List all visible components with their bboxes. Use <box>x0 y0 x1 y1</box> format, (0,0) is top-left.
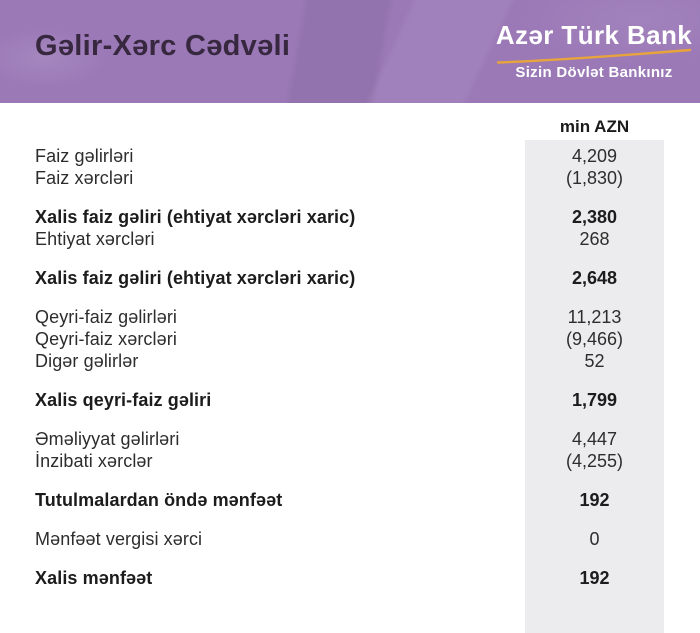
bank-logo-tagline: Sizin Dövlət Bankınız <box>515 64 673 81</box>
row-value: 2,648 <box>571 268 618 288</box>
row-value: 192 <box>579 568 610 588</box>
table-row: Xalis mənfəət 192 <box>0 567 700 589</box>
table-row: Tutulmalardan öndə mənfəət 192 <box>0 489 700 511</box>
bank-logo: Azər Türk Bank Sizin Dövlət Bankınız <box>492 20 696 81</box>
row-value: 268 <box>579 229 610 249</box>
row-label: Tutulmalardan öndə mənfəət <box>35 490 283 510</box>
row-label: Faiz gəlirləri <box>35 146 134 166</box>
table-row: Faiz gəlirləri 4,209 <box>0 145 700 167</box>
row-value: (9,466) <box>565 329 624 349</box>
table-section: Tutulmalardan öndə mənfəət 192 <box>0 489 700 511</box>
row-value: 11,213 <box>567 307 622 327</box>
row-label: Əməliyyat gəlirləri <box>35 429 180 449</box>
bank-logo-wordmark: Azər Türk Bank <box>495 20 693 50</box>
row-value: 0 <box>589 529 600 549</box>
table-section: Xalis qeyri-faiz gəliri 1,799 <box>0 389 700 411</box>
table-section: Qeyri-faiz gəlirləri 11,213 Qeyri-faiz xər… <box>0 306 700 372</box>
row-value: 52 <box>584 351 605 371</box>
row-label: Mənfəət vergisi xərci <box>35 529 203 549</box>
row-label: İnzibati xərclər <box>35 451 153 471</box>
row-label: Digər gəlirlər <box>35 351 139 371</box>
table-row: Qeyri-faiz xərcləri (9,466) <box>0 328 700 350</box>
header-banner: Gəlir-Xərc Cədvəli Azər Türk Bank Sizin … <box>0 0 700 103</box>
table-row: Mənfəət vergisi xərci 0 <box>0 528 700 550</box>
row-label: Qeyri-faiz gəlirləri <box>35 307 178 327</box>
row-label: Xalis faiz gəliri (ehtiyat xərcləri xari… <box>35 207 356 227</box>
row-label: Qeyri-faiz xərcləri <box>35 329 177 349</box>
table-section: Faiz gəlirləri 4,209 Faiz xərcləri (1,830) <box>0 145 700 189</box>
row-value: 4,447 <box>571 429 618 449</box>
table-section: Xalis faiz gəliri (ehtiyat xərcləri xari… <box>0 267 700 289</box>
row-label: Xalis qeyri-faiz gəliri <box>35 390 212 410</box>
value-column-background <box>525 140 664 633</box>
table-section: Xalis mənfəət 192 <box>0 567 700 589</box>
table-row: Xalis faiz gəliri (ehtiyat xərcləri xari… <box>0 206 700 228</box>
row-label: Faiz xərcləri <box>35 168 134 188</box>
table-rows: Faiz gəlirləri 4,209 Faiz xərcləri (1,830) X… <box>0 145 700 589</box>
unit-header: min AZN <box>559 117 630 136</box>
row-value: (4,255) <box>565 451 624 471</box>
table-row: Xalis qeyri-faiz gəliri 1,799 <box>0 389 700 411</box>
table-section: Əməliyyat gəlirləri 4,447 İnzibati xərclər… <box>0 428 700 472</box>
table-row: Faiz xərcləri (1,830) <box>0 167 700 189</box>
table-section: Mənfəət vergisi xərci 0 <box>0 528 700 550</box>
row-value: 4,209 <box>571 146 618 166</box>
row-value: (1,830) <box>565 168 624 188</box>
table-row: Digər gəlirlər 52 <box>0 350 700 372</box>
table-row: Xalis faiz gəliri (ehtiyat xərcləri xari… <box>0 267 700 289</box>
logo-swoosh-line <box>496 48 692 64</box>
table-row: Ehtiyat xərcləri 268 <box>0 228 700 250</box>
table-row: Qeyri-faiz gəlirləri 11,213 <box>0 306 700 328</box>
table-section: Xalis faiz gəliri (ehtiyat xərcləri xari… <box>0 206 700 250</box>
row-value: 1,799 <box>571 390 618 410</box>
table-row: İnzibati xərclər (4,255) <box>0 450 700 472</box>
row-label: Xalis faiz gəliri (ehtiyat xərcləri xari… <box>35 268 356 288</box>
row-label: Xalis mənfəət <box>35 568 153 588</box>
table-row: Əməliyyat gəlirləri 4,447 <box>0 428 700 450</box>
row-value: 2,380 <box>571 207 618 227</box>
row-label: Ehtiyat xərcləri <box>35 229 155 249</box>
row-value: 192 <box>579 490 610 510</box>
page-title: Gəlir-Xərc Cədvəli <box>35 30 291 62</box>
